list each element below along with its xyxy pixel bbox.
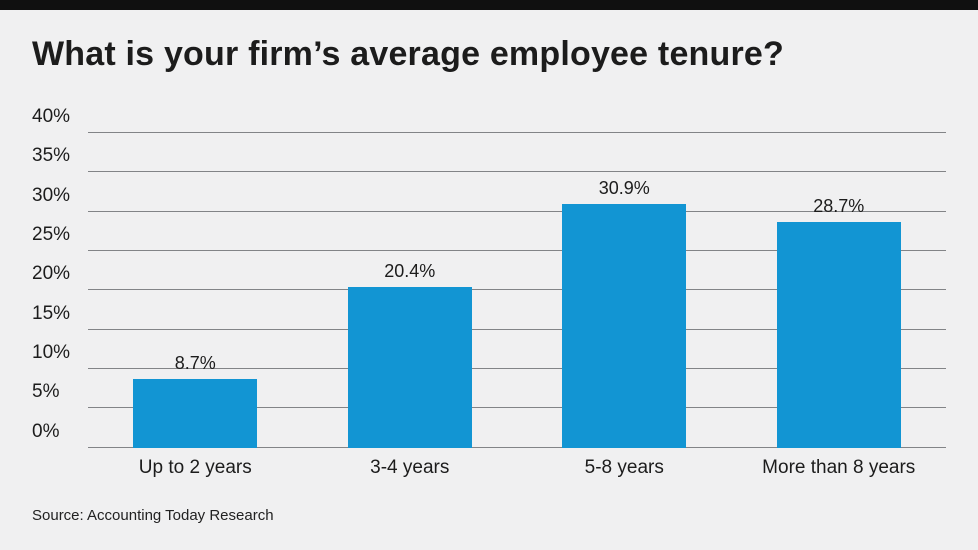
bar-chart: 0% 5% 10% 15% 20% 25% 30% 35% 40% 8.7% Up to 2 yea… bbox=[32, 93, 946, 493]
bar-value-label: 28.7% bbox=[813, 195, 865, 216]
y-axis-tick-label: 35% bbox=[32, 145, 71, 167]
x-axis-category-label: 5-8 years bbox=[584, 456, 664, 478]
top-accent-bar bbox=[0, 0, 978, 10]
bar-value-label: 30.9% bbox=[598, 178, 650, 199]
gridline bbox=[88, 407, 946, 409]
bar-2 bbox=[347, 287, 472, 448]
bar-1 bbox=[133, 379, 258, 448]
y-axis-tick-label: 40% bbox=[32, 105, 71, 127]
gridline bbox=[88, 249, 946, 251]
gridline bbox=[88, 289, 946, 291]
x-axis-category-label: Up to 2 years bbox=[138, 456, 252, 478]
bar-3 bbox=[562, 204, 687, 448]
gridline bbox=[88, 131, 946, 133]
y-axis-tick-label: 5% bbox=[32, 381, 60, 403]
y-axis-tick-label: 0% bbox=[32, 420, 60, 442]
gridline bbox=[88, 328, 946, 330]
chart-title: What is your firm’s average employee ten… bbox=[32, 35, 785, 73]
bar-value-label: 8.7% bbox=[174, 353, 216, 374]
gridline bbox=[88, 368, 946, 370]
x-axis-category-label: More than 8 years bbox=[762, 456, 916, 478]
y-axis-tick-label: 15% bbox=[32, 302, 71, 324]
gridline bbox=[88, 171, 946, 173]
bar-4 bbox=[776, 221, 901, 448]
gridline bbox=[88, 210, 946, 212]
x-axis-category-label: 3-4 years bbox=[370, 456, 450, 478]
y-axis-tick-label: 25% bbox=[32, 223, 71, 245]
bar-value-label: 20.4% bbox=[384, 261, 436, 282]
gridline bbox=[88, 446, 946, 448]
source-text: Source: Accounting Today Research bbox=[32, 507, 274, 524]
y-axis-tick-label: 20% bbox=[32, 263, 71, 285]
y-axis-tick-label: 30% bbox=[32, 184, 71, 206]
plot-area: 0% 5% 10% 15% 20% 25% 30% 35% 40% 8.7% Up to 2 yea… bbox=[32, 93, 946, 493]
y-axis-tick-label: 10% bbox=[32, 342, 71, 364]
